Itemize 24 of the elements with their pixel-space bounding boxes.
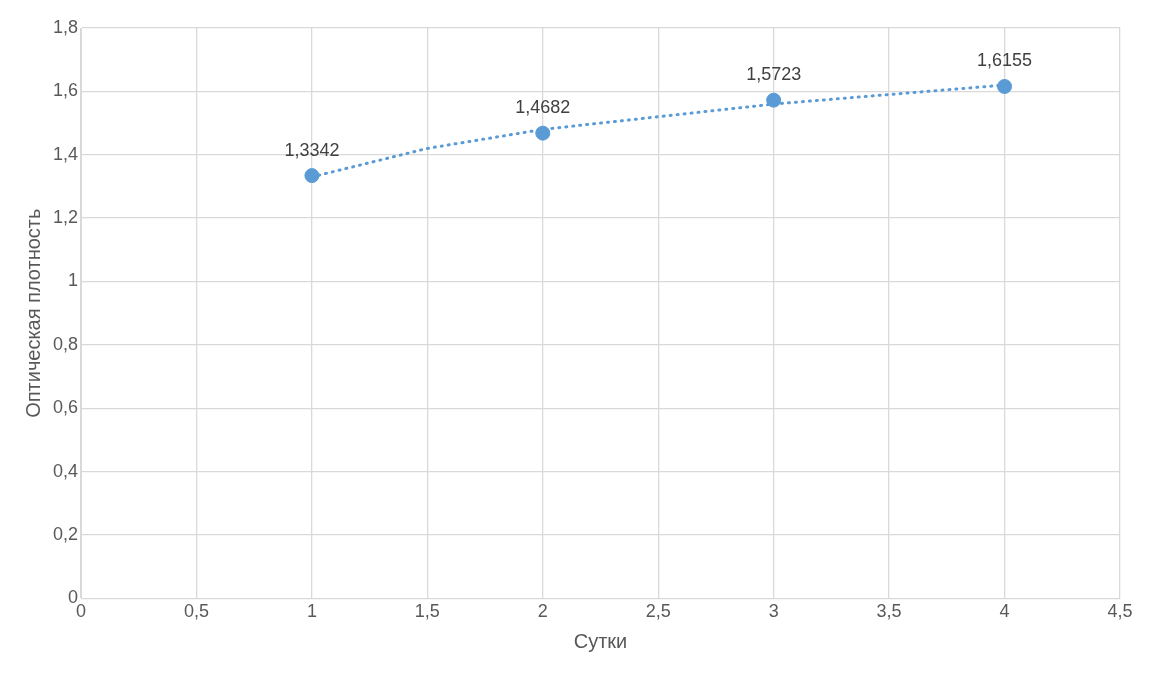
y-tick-label: 1 xyxy=(68,270,79,291)
y-tick-label: 0,2 xyxy=(52,523,79,544)
x-tick-label: 3,5 xyxy=(876,601,902,622)
y-tick-label: 0,6 xyxy=(52,397,79,418)
x-tick-label: 2,5 xyxy=(645,601,671,622)
data-label: 1,5723 xyxy=(746,64,802,85)
x-axis-title: Сутки xyxy=(573,629,628,652)
x-tick-label: 3 xyxy=(768,601,779,622)
x-tick-label: 1 xyxy=(306,601,317,622)
y-tick-label: 1,8 xyxy=(52,16,79,37)
y-tick-label: 1,4 xyxy=(52,143,79,164)
y-tick-label: 1,6 xyxy=(52,80,79,101)
y-axis-title: Оптическая плотность xyxy=(21,208,44,418)
data-label: 1,6155 xyxy=(977,50,1033,71)
data-label: 1,4682 xyxy=(515,97,571,118)
x-tick-label: 4 xyxy=(999,601,1010,622)
y-tick-label: 0,8 xyxy=(52,333,79,354)
x-tick-label: 0,5 xyxy=(183,601,209,622)
y-tick-label: 0,4 xyxy=(52,460,79,481)
data-label: 1,3342 xyxy=(284,139,340,160)
y-tick-label: 1,2 xyxy=(52,207,79,228)
x-tick-label: 4,5 xyxy=(1107,601,1133,622)
x-tick-label: 2 xyxy=(537,601,548,622)
x-tick-label: 1,5 xyxy=(414,601,440,622)
